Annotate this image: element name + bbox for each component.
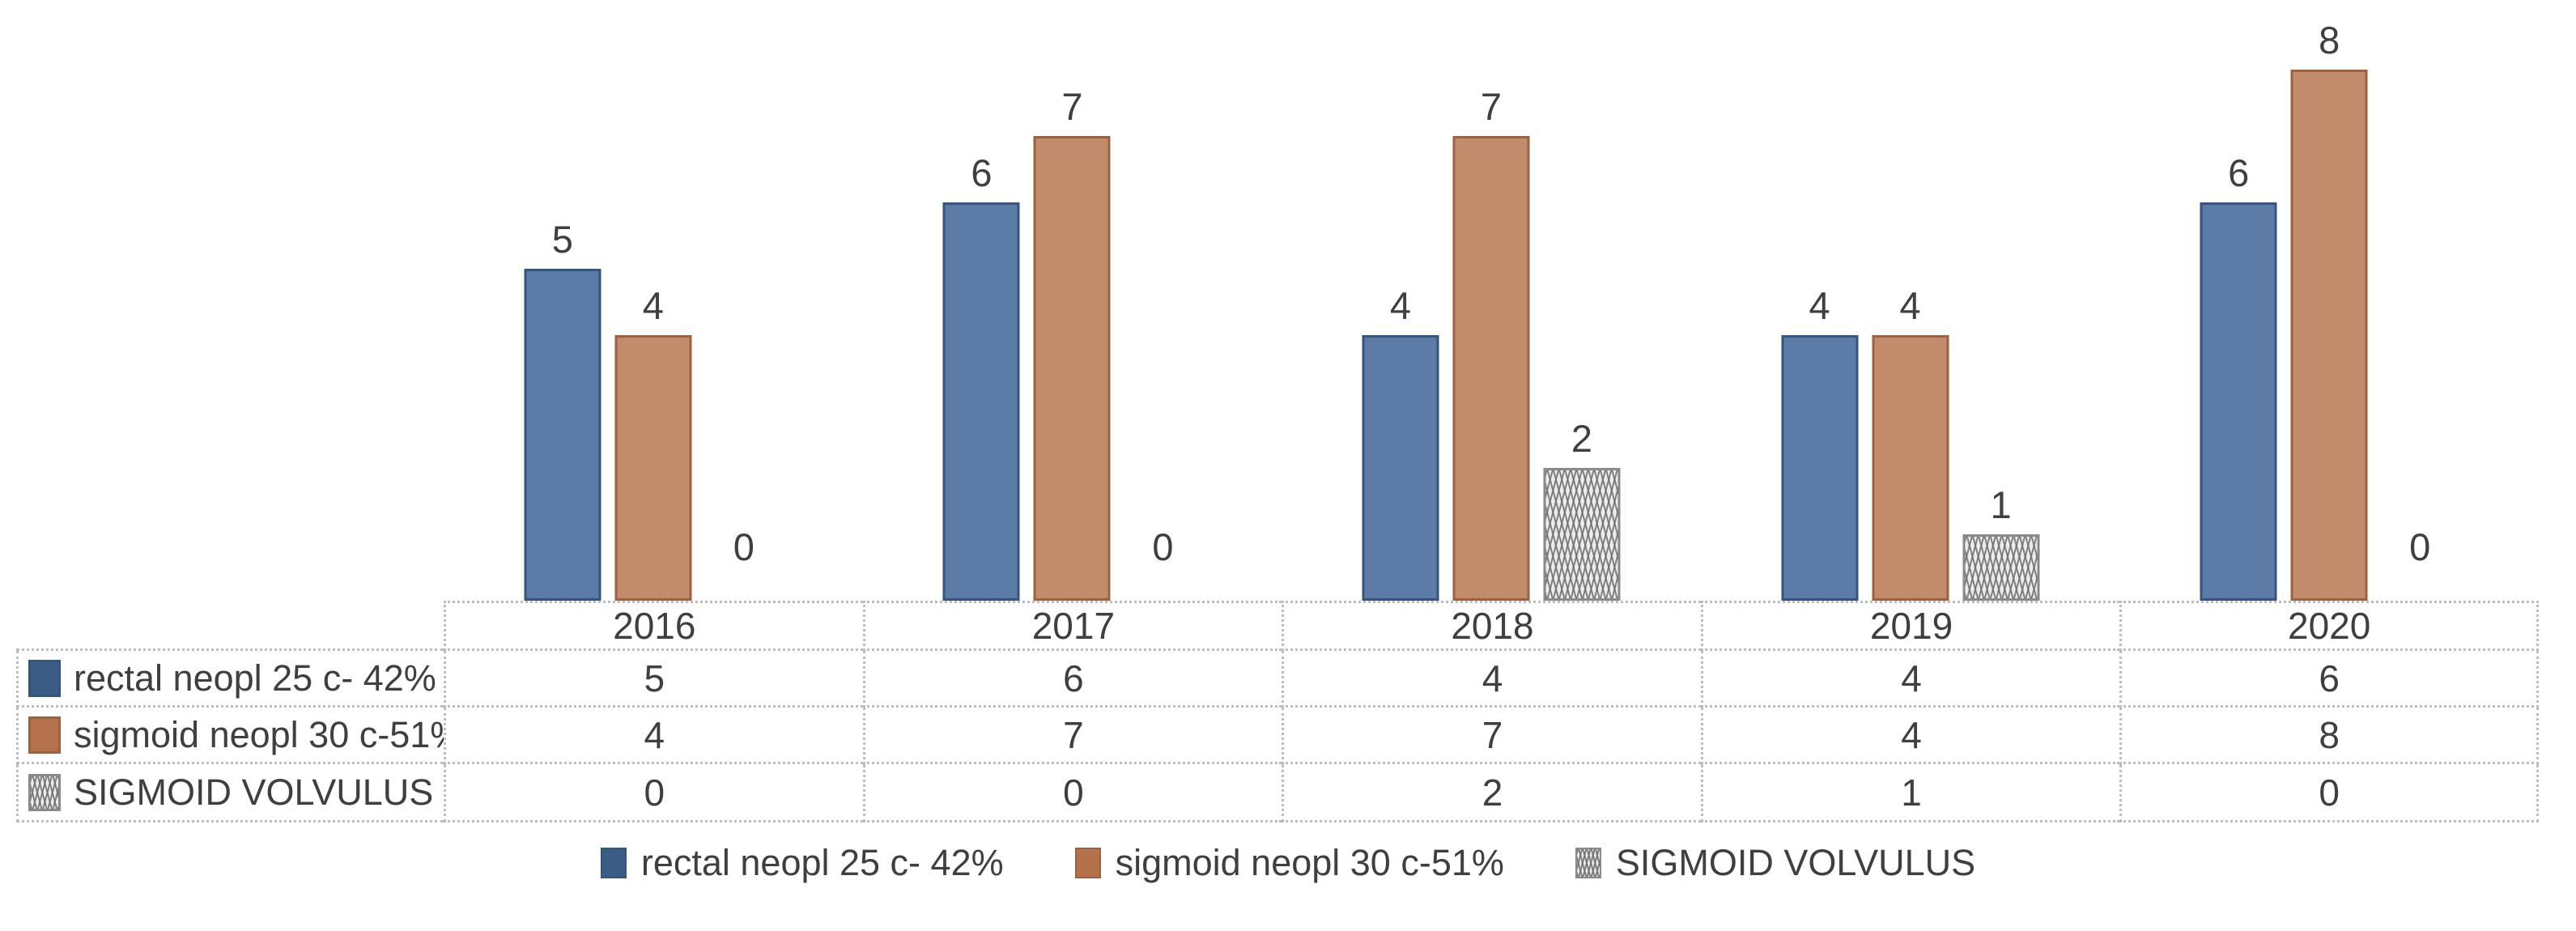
table-value-sigmoid-volvulus-2017: 0	[862, 764, 1282, 823]
series-key-icon	[28, 716, 61, 754]
table-header-2018: 2018	[1282, 601, 1701, 651]
bar-slot-rectal-neopl-25-c-42-2016: 5	[524, 219, 601, 601]
series-name: rectal neopl 25 c- 42%	[74, 657, 436, 699]
bar-slot-sigmoid-volvulus-2016: 0	[705, 525, 782, 601]
table-value-sigmoid-volvulus-2016: 0	[444, 764, 863, 823]
legend-label: SIGMOID VOLVULUS	[1615, 842, 1976, 883]
legend-key-icon	[600, 848, 627, 878]
bar-slot-sigmoid-neopl-30-c-51-2020: 8	[2290, 18, 2368, 601]
table-value-sigmoid-volvulus-2018: 2	[1282, 764, 1701, 823]
bar-slot-sigmoid-volvulus-2020: 0	[2382, 525, 2459, 601]
table-value-rectal-neopl-25-c-42-2018: 4	[1282, 651, 1701, 708]
table-value-sigmoid-neopl-30-c-51-2019: 4	[1700, 708, 2120, 764]
bar-rectal-neopl-25-c-42-2019	[1781, 335, 1859, 601]
bar-sigmoid-neopl-30-c-51-2017	[1033, 136, 1111, 601]
bar-sigmoid-neopl-30-c-51-2018	[1452, 136, 1530, 601]
bar-data-label: 0	[2409, 525, 2431, 568]
bar-group-2016: 5 4 0	[524, 219, 782, 601]
bar-sigmoid-volvulus-2018	[1543, 468, 1621, 601]
bar-sigmoid-neopl-30-c-51-2016	[614, 335, 692, 601]
bar-slot-sigmoid-volvulus-2018: 2	[1543, 416, 1621, 601]
bar-slot-rectal-neopl-25-c-42-2020: 6	[2200, 151, 2277, 601]
table-value-sigmoid-neopl-30-c-51-2016: 4	[444, 708, 863, 764]
bar-slot-sigmoid-neopl-30-c-51-2019: 4	[1872, 283, 1949, 601]
bar-sigmoid-neopl-30-c-51-2020	[2290, 70, 2368, 601]
table-value-sigmoid-volvulus-2020: 0	[2119, 764, 2539, 823]
bar-slot-sigmoid-volvulus-2019: 1	[1962, 483, 2040, 601]
bar-rectal-neopl-25-c-42-2016	[524, 269, 601, 601]
table-value-sigmoid-neopl-30-c-51-2018: 7	[1282, 708, 1701, 764]
legend-label: rectal neopl 25 c- 42%	[640, 842, 1004, 883]
legend-key-icon	[1575, 848, 1601, 878]
chart-data-table: 2016 2017 2018 2019 2020 rectal neopl 25 c- 4…	[16, 601, 2539, 823]
bar-slot-sigmoid-neopl-30-c-51-2018: 7	[1452, 84, 1530, 601]
legend-label: sigmoid neopl 30 c-51%	[1115, 842, 1504, 883]
table-value-rectal-neopl-25-c-42-2016: 5	[444, 651, 863, 708]
bar-data-label: 6	[2228, 151, 2250, 194]
series-name: SIGMOID VOLVULUS	[74, 771, 434, 813]
bar-sigmoid-volvulus-2019	[1962, 534, 2040, 601]
bar-group-2017: 6 7 0	[942, 84, 1201, 601]
bar-rectal-neopl-25-c-42-2018	[1362, 335, 1439, 601]
bar-slot-rectal-neopl-25-c-42-2018: 4	[1362, 283, 1439, 601]
table-value-sigmoid-neopl-30-c-51-2020: 8	[2119, 708, 2539, 764]
table-value-rectal-neopl-25-c-42-2019: 4	[1700, 651, 2120, 708]
bar-slot-rectal-neopl-25-c-42-2017: 6	[942, 151, 1020, 601]
bar-data-label: 4	[1899, 283, 1921, 327]
series-name: sigmoid neopl 30 c-51%	[74, 713, 444, 755]
bar-data-label: 6	[971, 151, 993, 194]
table-value-rectal-neopl-25-c-42-2017: 6	[862, 651, 1282, 708]
table-row-label-sigmoid-volvulus: SIGMOID VOLVULUS	[16, 764, 444, 823]
series-key-icon	[28, 773, 61, 811]
table-value-rectal-neopl-25-c-42-2020: 6	[2119, 651, 2539, 708]
bar-slot-sigmoid-neopl-30-c-51-2017: 7	[1033, 84, 1111, 601]
table-header-2016: 2016	[444, 601, 863, 651]
legend-item-sigmoid-volvulus: SIGMOID VOLVULUS	[1575, 842, 1975, 884]
bar-rectal-neopl-25-c-42-2017	[942, 202, 1020, 601]
table-row-label-rectal-neopl-25-c-42: rectal neopl 25 c- 42%	[16, 651, 444, 708]
bar-data-label: 0	[733, 525, 755, 568]
bar-data-label: 7	[1061, 84, 1083, 128]
series-key-icon	[28, 659, 61, 697]
bar-data-label: 4	[642, 283, 664, 327]
bar-data-label: 4	[1809, 283, 1830, 327]
bar-data-label: 5	[551, 217, 573, 261]
bar-group-2020: 6 8 0	[2200, 18, 2459, 601]
table-header-2019: 2019	[1700, 601, 2120, 651]
bar-rectal-neopl-25-c-42-2020	[2200, 202, 2277, 601]
bar-slot-sigmoid-volvulus-2017: 0	[1124, 525, 1201, 601]
bar-group-2019: 4 4 1	[1781, 283, 2040, 601]
bar-data-label: 7	[1480, 84, 1503, 128]
bar-data-label: 4	[1389, 283, 1412, 327]
bar-data-label: 0	[1152, 525, 1174, 568]
bar-group-2018: 4 7 2	[1362, 84, 1621, 601]
legend-key-icon	[1074, 848, 1101, 878]
bar-data-label: 8	[2319, 18, 2340, 62]
bar-data-label: 2	[1571, 416, 1593, 460]
legend-item-sigmoid-neopl-30-c-51: sigmoid neopl 30 c-51%	[1074, 842, 1504, 884]
table-corner-cell	[16, 601, 444, 651]
bar-slot-sigmoid-neopl-30-c-51-2016: 4	[614, 283, 692, 601]
chart-legend: rectal neopl 25 c- 42% sigmoid neopl 30 c…	[0, 842, 2576, 884]
table-value-sigmoid-volvulus-2019: 1	[1700, 764, 2120, 823]
table-value-sigmoid-neopl-30-c-51-2017: 7	[862, 708, 1282, 764]
table-header-2017: 2017	[862, 601, 1282, 651]
bar-slot-rectal-neopl-25-c-42-2019: 4	[1781, 283, 1859, 601]
legend-item-rectal-neopl-25-c-42: rectal neopl 25 c- 42%	[600, 842, 1004, 884]
bar-data-label: 1	[1990, 483, 2012, 526]
table-header-2020: 2020	[2119, 601, 2539, 651]
bar-sigmoid-neopl-30-c-51-2019	[1872, 335, 1949, 601]
table-row-label-sigmoid-neopl-30-c-51: sigmoid neopl 30 c-51%	[16, 708, 444, 764]
